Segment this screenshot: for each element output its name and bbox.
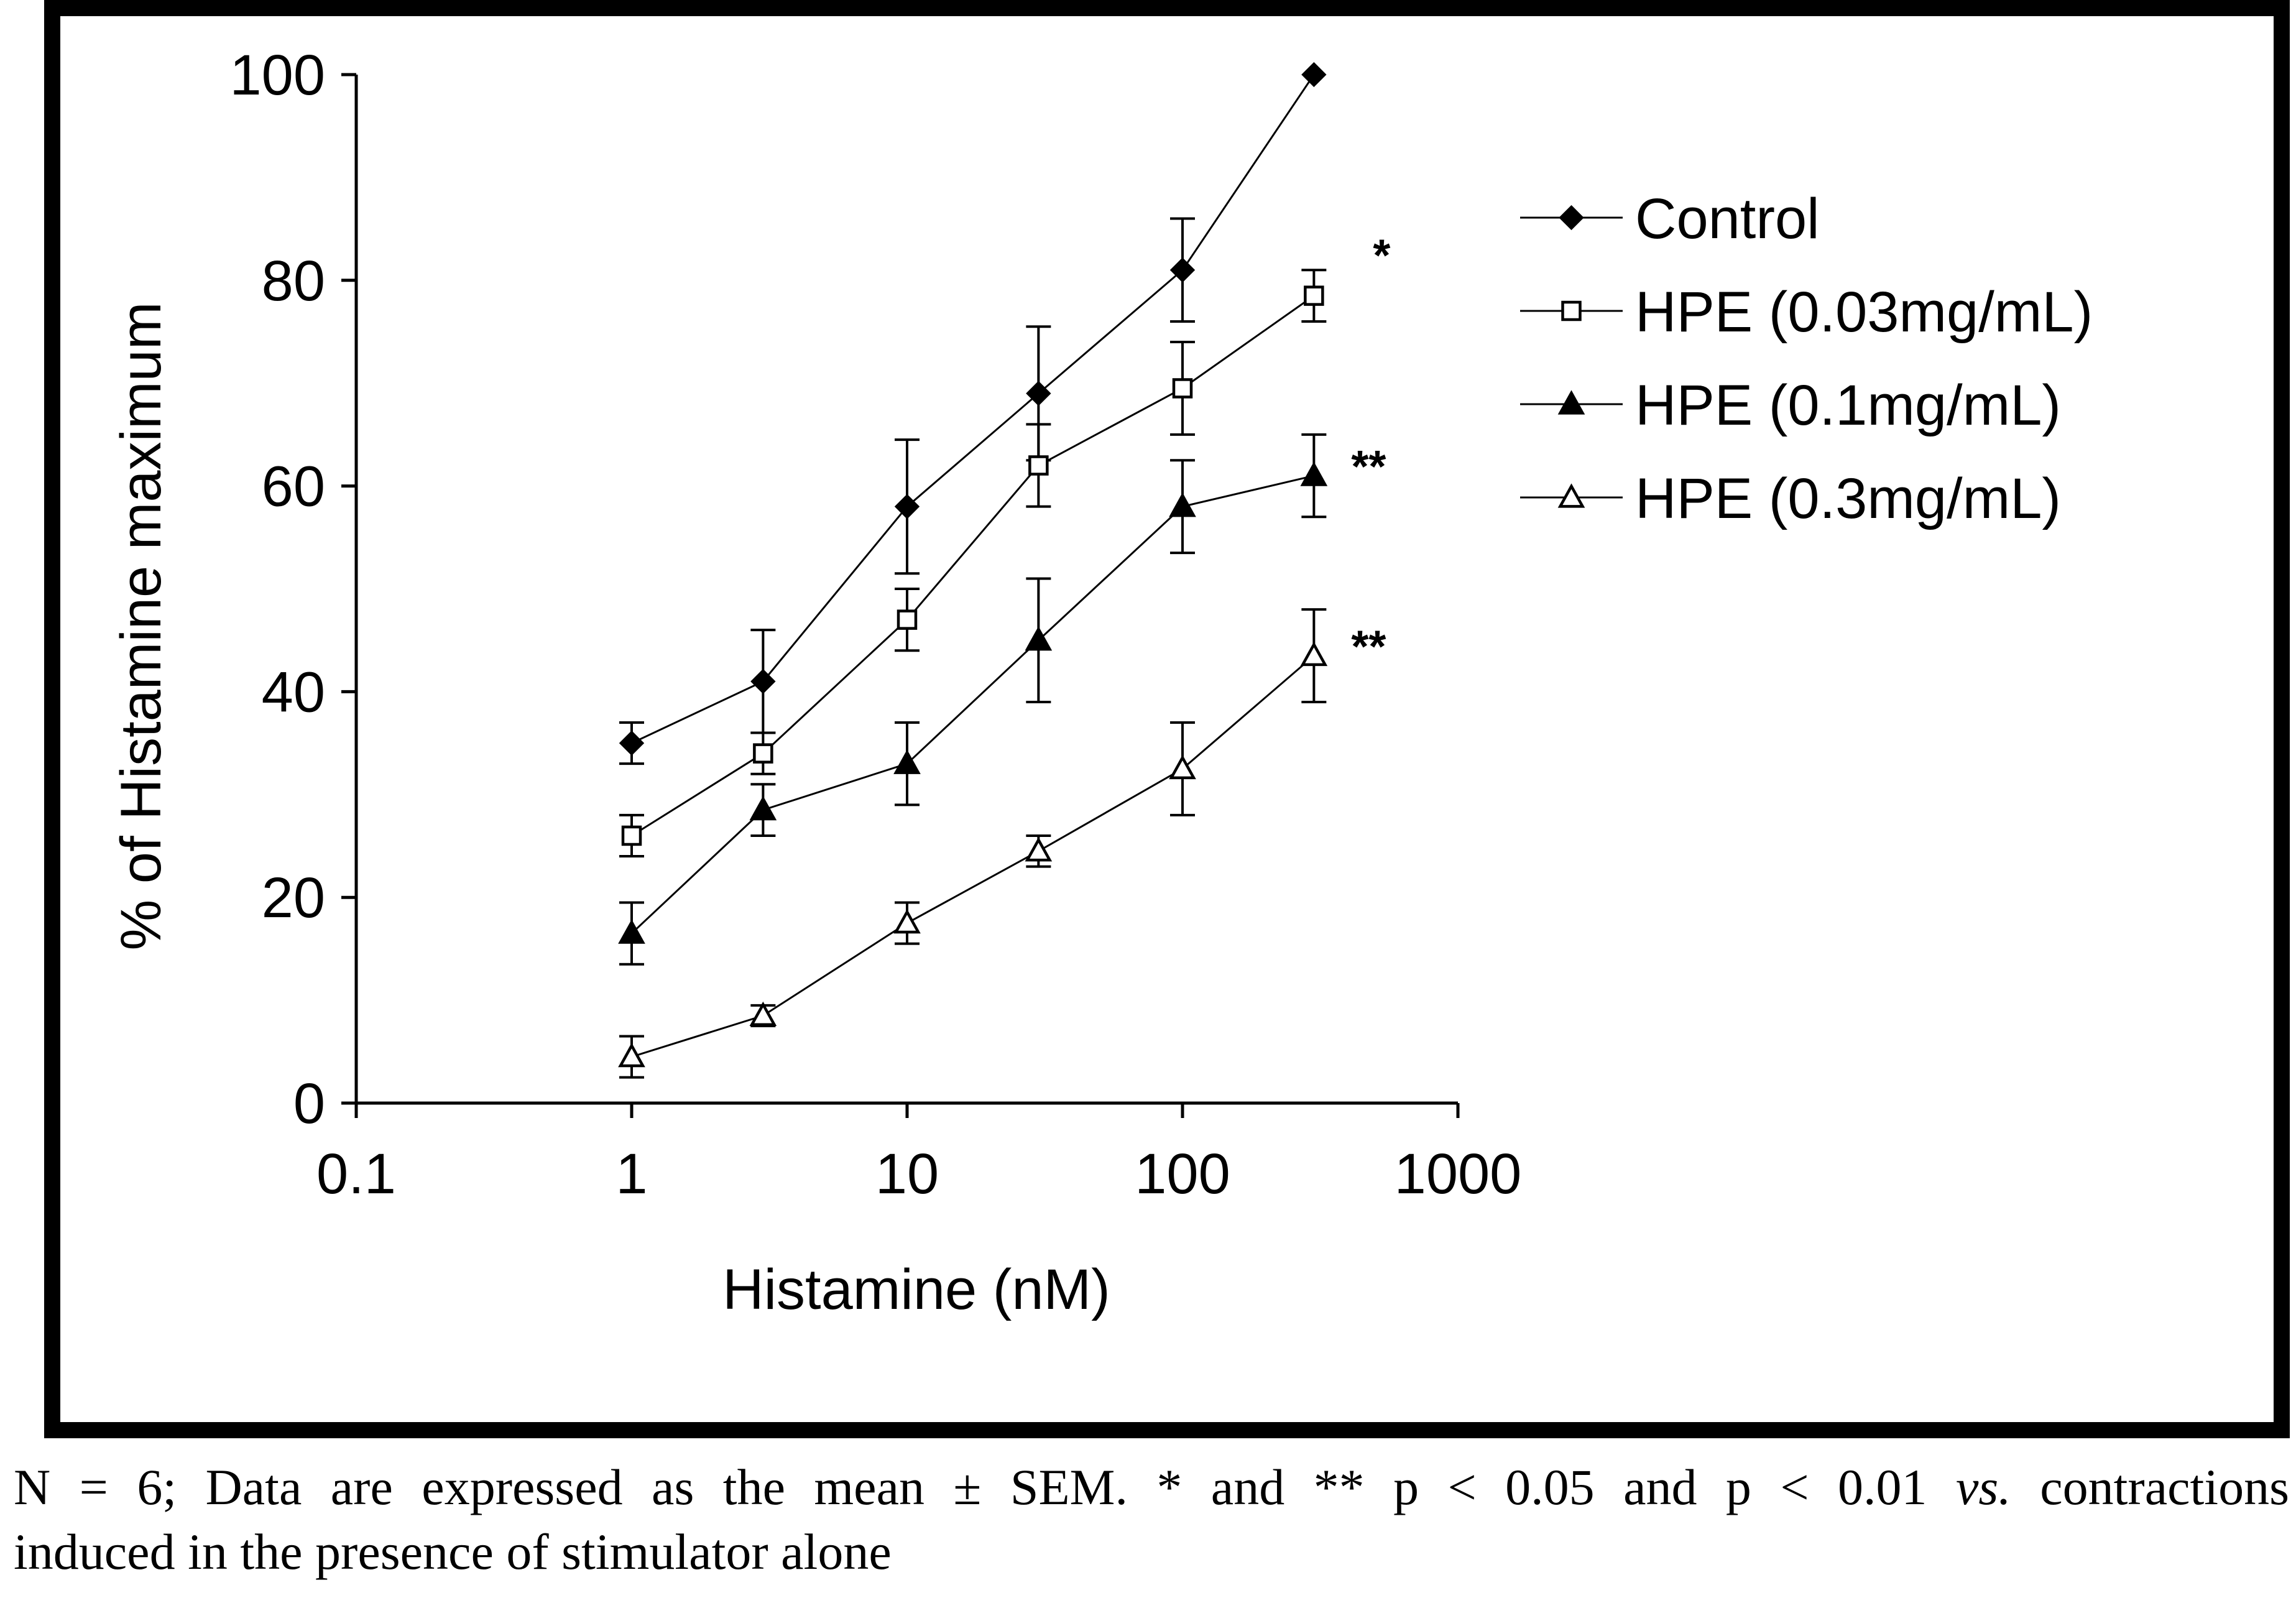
figure-caption: N = 6; Data are expressed as the mean ± …: [14, 1455, 2289, 1584]
caption-text-2: contractions: [2011, 1459, 2289, 1515]
legend-label: HPE (0.3mg/mL): [1635, 467, 2061, 530]
series-2: *: [619, 231, 1390, 858]
data-point: [621, 825, 642, 846]
y-tick-label: 0: [293, 1072, 325, 1135]
legend-marker: [1557, 483, 1585, 508]
data-point: [893, 749, 921, 774]
y-axis-title: % of Histamine maximum: [109, 302, 173, 951]
data-point: [1301, 62, 1327, 88]
legend-item: HPE (0.1mg/mL): [1520, 374, 2061, 437]
x-tick-label: 10: [875, 1142, 939, 1206]
data-point: [618, 1042, 645, 1068]
data-point: [1169, 257, 1196, 283]
figure-frame: [44, 0, 2290, 1438]
axes: 0 20 40 60 80 100 0.1 1 10 100 1000 Histamine (nM)%…: [109, 44, 1521, 1321]
data-point: [1025, 837, 1053, 862]
legend: Control HPE (0.03mg/mL) HPE (0.1mg/mL) HPE …: [1520, 187, 2093, 530]
y-tick-label: 20: [262, 866, 325, 930]
caption-text-1: N = 6; Data are expressed as the mean ± …: [14, 1459, 1956, 1515]
data-point: [897, 609, 918, 630]
data-point: [1028, 455, 1049, 476]
series-line: [631, 74, 1315, 744]
data-point: [749, 795, 777, 821]
series-line: [631, 655, 1315, 1058]
y-tick-label: 60: [262, 455, 325, 519]
plot-area: *****: [618, 62, 1390, 1079]
legend-label: HPE (0.03mg/mL): [1635, 280, 2093, 344]
caption-vs: vs.: [1955, 1459, 2011, 1515]
data-point: [893, 908, 921, 934]
data-point: [894, 494, 920, 519]
data-point: [1172, 378, 1193, 399]
data-point: [618, 919, 645, 944]
data-point: [1169, 492, 1196, 517]
data-point: [749, 1001, 777, 1027]
legend-marker: [1557, 390, 1585, 415]
y-tick-label: 80: [262, 249, 325, 313]
data-point: [1025, 626, 1053, 651]
legend-item: HPE (0.03mg/mL): [1520, 280, 2093, 344]
legend-label: HPE (0.1mg/mL): [1635, 374, 2061, 437]
data-point: [1304, 285, 1324, 306]
data-point: [1169, 754, 1196, 780]
x-tick-label: 100: [1135, 1142, 1230, 1206]
legend-item: HPE (0.3mg/mL): [1520, 467, 2061, 530]
caption-line-1: N = 6; Data are expressed as the mean ± …: [14, 1455, 2289, 1520]
series-1: [619, 62, 1327, 765]
legend-label: Control: [1635, 187, 1820, 251]
y-tick-label: 100: [230, 44, 326, 107]
x-tick-label: 1: [615, 1142, 647, 1206]
series-4: **: [618, 608, 1386, 1079]
series-3: **: [618, 433, 1386, 966]
data-point: [1026, 381, 1051, 406]
x-tick-label: 1000: [1395, 1142, 1522, 1206]
series-line: [631, 295, 1315, 837]
data-point: [753, 743, 773, 764]
x-tick-label: 0.1: [316, 1142, 396, 1206]
significance-mark: **: [1351, 622, 1386, 672]
chart: 0 20 40 60 80 100 0.1 1 10 100 1000 Histamine (nM)%…: [44, 0, 2290, 1438]
caption-line-2: induced in the presence of stimulator al…: [14, 1523, 892, 1580]
data-point: [750, 668, 776, 695]
data-point: [1300, 461, 1328, 486]
legend-marker: [1559, 205, 1584, 231]
y-tick-label: 40: [262, 660, 325, 724]
legend-marker: [1561, 300, 1582, 321]
significance-mark: **: [1351, 442, 1386, 492]
data-point: [619, 730, 645, 756]
data-point: [1300, 641, 1328, 667]
significance-mark: *: [1373, 231, 1390, 281]
x-axis-title: Histamine (nM): [722, 1258, 1110, 1321]
legend-item: Control: [1520, 187, 1820, 251]
series-line: [630, 474, 1314, 935]
